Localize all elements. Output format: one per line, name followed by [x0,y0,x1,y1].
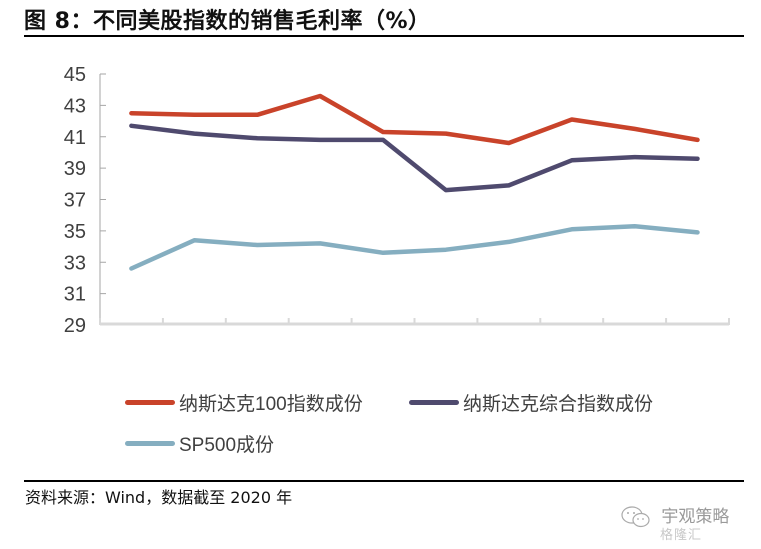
series-lines [129,93,700,271]
legend-label: SP500成份 [179,435,275,456]
y-tick-label: 39 [64,158,86,180]
watermark: 宇观策略 格隆汇 [620,502,730,543]
legend-item-sp500: SP500成份 [125,430,274,457]
y-tick-label: 29 [64,315,86,337]
y-tick-label: 31 [64,284,86,306]
series-line-1 [129,123,700,193]
legend-label: 纳斯达克综合指数成份 [463,394,654,415]
x-axis: 2011201220132014201520162017201820192020 [99,318,730,326]
series-line-0 [129,93,700,146]
legend-swatch-nasdaq100 [125,400,175,405]
legend-label: 纳斯达克100指数成份 [179,394,363,415]
y-axis: 45 43 41 39 37 35 33 31 29 [64,64,106,337]
y-tick-label: 35 [64,221,86,243]
y-tick-label: 37 [64,190,86,212]
bottom-rule [24,480,744,482]
y-tick-label: 43 [64,95,86,117]
legend-item-nasdaq100: 纳斯达克100指数成份 [125,389,363,416]
figure-title: 图 8：不同美股指数的销售毛利率（%） [24,9,431,34]
series-line-2 [129,223,700,271]
source-note: 资料来源：Wind，数据截至 2020 年 [25,488,293,507]
line-chart: 45 43 41 39 37 35 33 31 29 201120122013201420152… [64,64,730,337]
legend-item-nasdaq-composite: 纳斯达克综合指数成份 [409,389,653,416]
wechat-icon [621,506,650,528]
top-rule [24,35,744,37]
brand-logo: 格隆汇 [660,528,703,543]
y-tick-label: 41 [64,127,86,149]
y-tick-label: 45 [64,64,86,86]
y-tick-label: 33 [64,252,86,274]
legend-swatch-nasdaq-composite [409,400,459,405]
watermark-text: 宇观策略 [661,507,730,527]
legend-swatch-sp500 [125,441,175,446]
